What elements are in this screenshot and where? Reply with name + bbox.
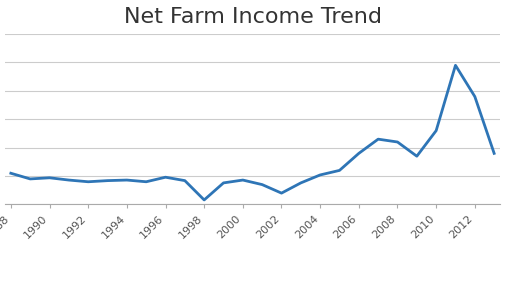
Title: Net Farm Income Trend: Net Farm Income Trend <box>124 7 381 27</box>
